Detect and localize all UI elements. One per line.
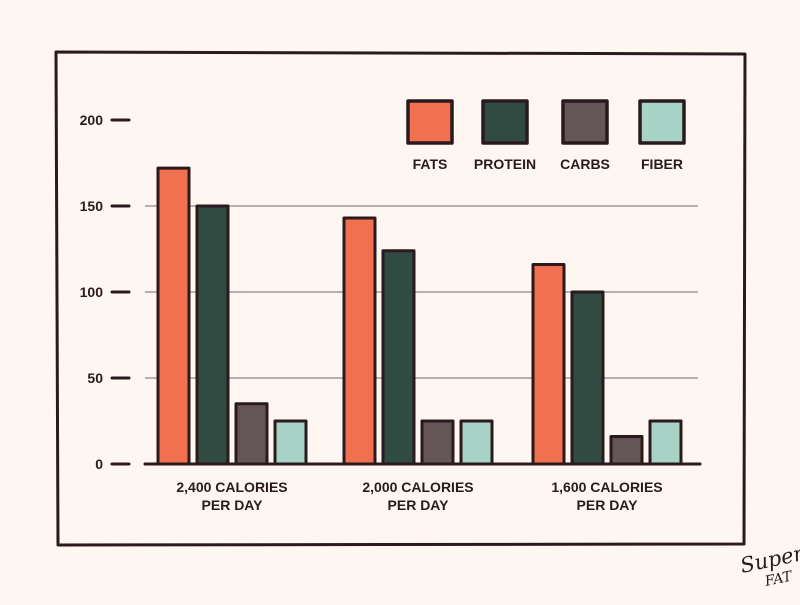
grid-lines bbox=[145, 205, 698, 379]
legend-label-protein: PROTEIN bbox=[474, 156, 536, 172]
category-label: PER DAY bbox=[202, 497, 264, 513]
bar-fats bbox=[342, 216, 377, 466]
chart-frame bbox=[54, 50, 747, 547]
bar-protein bbox=[195, 204, 230, 466]
bar-carbs bbox=[420, 419, 455, 466]
legend-label-fats: FATS bbox=[413, 156, 448, 172]
y-tick-label: 50 bbox=[87, 370, 103, 386]
y-tick-label: 100 bbox=[80, 284, 104, 300]
category-label: 1,600 CALORIES bbox=[551, 479, 662, 495]
bar-carbs bbox=[609, 434, 644, 466]
bars bbox=[156, 166, 683, 466]
bar-carbs bbox=[234, 402, 269, 466]
brand-logo: Super FAT bbox=[738, 541, 800, 590]
legend-swatch-fiber bbox=[638, 99, 686, 145]
bar-fiber bbox=[459, 419, 494, 466]
bar-fiber bbox=[273, 419, 308, 466]
legend-swatch-fats bbox=[406, 99, 454, 145]
brand-line-2: FAT bbox=[763, 568, 796, 590]
category-label: 2,400 CALORIES bbox=[176, 479, 287, 495]
y-tick-label: 0 bbox=[95, 456, 103, 472]
legend-label-carbs: CARBS bbox=[560, 156, 610, 172]
category-label: PER DAY bbox=[388, 497, 450, 513]
legend-swatch-protein bbox=[481, 99, 529, 145]
bar-fats bbox=[531, 262, 566, 466]
x-axis-labels: 2,400 CALORIES PER DAY 2,000 CALORIES PER D… bbox=[176, 479, 662, 513]
bar-fats bbox=[156, 166, 191, 466]
bar-protein bbox=[381, 249, 416, 466]
bar-protein bbox=[570, 290, 605, 466]
y-tick-label: 200 bbox=[80, 112, 104, 128]
y-tick-label: 150 bbox=[80, 198, 104, 214]
legend: FATS PROTEIN CARBS FIBER bbox=[406, 99, 686, 172]
category-label: PER DAY bbox=[577, 497, 639, 513]
legend-label-fiber: FIBER bbox=[641, 156, 683, 172]
bar-fiber bbox=[648, 419, 683, 466]
category-label: 2,000 CALORIES bbox=[362, 479, 473, 495]
legend-swatch-carbs bbox=[561, 99, 609, 145]
